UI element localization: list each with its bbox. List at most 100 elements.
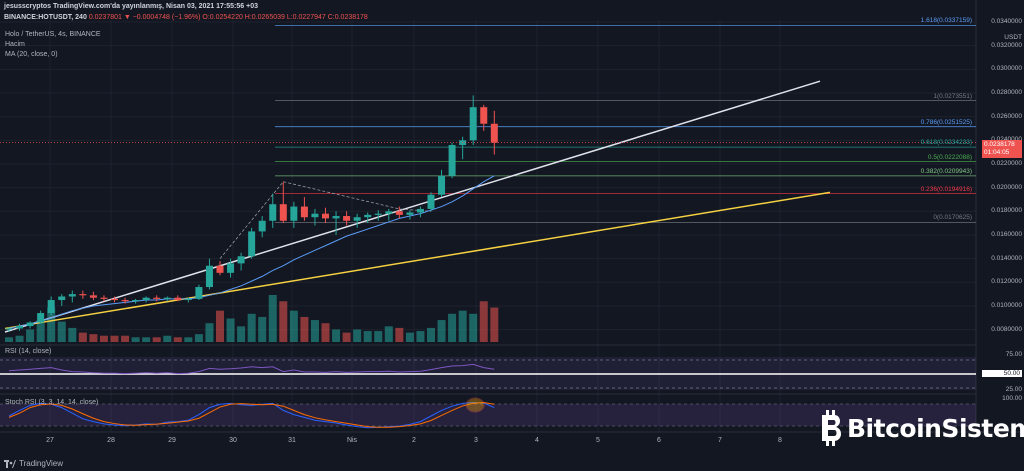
volume-bar <box>384 326 393 342</box>
candle-body <box>480 107 488 124</box>
candle-body <box>163 297 171 299</box>
candle-body <box>427 194 435 209</box>
ohlc-values: 0.0237801 ▼ −0.0004748 (−1.96%) O:0.0254… <box>88 14 368 21</box>
current-price-badge: 0.0238178 01:04:05 <box>982 140 1022 158</box>
volume-bar <box>194 334 203 342</box>
time-tick-label: 29 <box>168 437 176 444</box>
stoch-rsi-label[interactable]: Stoch RSI (3, 3, 14, 14, close) <box>5 399 99 406</box>
volume-bar <box>427 327 435 342</box>
time-tick-label: 27 <box>46 437 54 444</box>
rsi-level-25: 25.00 <box>1005 386 1022 393</box>
candle-body <box>153 297 161 299</box>
candle-body <box>469 107 477 141</box>
time-tick-label: 8 <box>778 437 782 444</box>
price-tick-label: 0.0280000 <box>991 88 1022 96</box>
candle-body <box>26 322 34 327</box>
rsi-level-75: 75.00 <box>1005 351 1022 358</box>
volume-bar <box>247 313 256 342</box>
bitcoin-b-icon <box>822 410 841 446</box>
price-tick-label: 0.0080000 <box>991 325 1022 333</box>
current-price: 0.0238178 <box>984 141 1015 148</box>
volume-bar <box>332 329 341 342</box>
candle-body <box>448 145 456 176</box>
price-tick-label: 0.0240000 <box>972 136 1022 143</box>
rsi-label[interactable]: RSI (14, close) <box>5 348 52 355</box>
time-tick-label: 30 <box>229 437 237 444</box>
volume-bar <box>173 337 182 342</box>
volume-bar <box>5 337 13 342</box>
volume-bar <box>258 316 267 342</box>
volume-bar <box>26 329 35 342</box>
candle-body <box>374 213 382 215</box>
time-tick-label: 5 <box>596 437 600 444</box>
volume-bar <box>15 335 24 342</box>
time-tick-label: 6 <box>657 437 661 444</box>
candle-body <box>237 256 245 264</box>
price-tick-label: 0.0100000 <box>991 301 1022 309</box>
candle-body <box>195 287 203 299</box>
price-tick-label: 0.0120000 <box>991 278 1022 286</box>
candle-body <box>16 326 24 329</box>
volume-bar <box>152 337 161 342</box>
volume-bar <box>131 337 140 342</box>
time-tick-label: 3 <box>474 437 478 444</box>
volume-bar <box>36 320 45 342</box>
fib-label: 0(0.0170625) <box>933 214 972 222</box>
candle-body <box>111 298 118 301</box>
candle-body <box>364 214 372 218</box>
time-tick-label: 28 <box>107 437 115 444</box>
candle-body <box>406 212 414 215</box>
volume-bar <box>310 320 319 342</box>
volume-bar <box>448 313 457 342</box>
volume-bar <box>342 332 351 342</box>
candle-body <box>121 300 129 302</box>
volume-bar <box>458 310 467 342</box>
fib-label: 0.5(0.0222088) <box>927 153 972 161</box>
volume-bar <box>405 332 414 342</box>
stoch-d-line <box>8 402 495 428</box>
volume-bar <box>437 320 446 342</box>
candle-body <box>79 294 87 296</box>
volume-bar <box>289 310 298 342</box>
candle-body <box>184 298 192 301</box>
candle-body <box>395 211 403 215</box>
price-tick-label: 0.0220000 <box>991 159 1022 167</box>
candle-body <box>205 265 213 288</box>
volume-bar <box>216 310 224 342</box>
candle-body <box>300 206 308 218</box>
time-tick-label: 4 <box>535 437 539 444</box>
bitcoinsistemi-watermark: BitcoinSistemi <box>820 410 1024 446</box>
symbol-ohlc-line: BINANCE:HOTUSDT, 240 0.0237801 ▼ −0.0004… <box>4 14 368 21</box>
volume-bar <box>57 321 66 342</box>
price-tick-label: 0.0140000 <box>991 254 1022 262</box>
volume-bar <box>353 329 362 342</box>
time-tick-label: 2 <box>412 437 416 444</box>
volume-bar <box>78 332 87 342</box>
volume-label[interactable]: Hacim <box>5 41 25 48</box>
fib-label: 1.618(0.0337159) <box>920 17 972 25</box>
fib-label: 0.236(0.0194916) <box>920 185 972 193</box>
candle-body <box>47 300 55 314</box>
volume-bar <box>110 335 119 342</box>
volume-bar <box>237 326 246 342</box>
white-trendline <box>4 80 821 333</box>
rsi-line <box>8 363 495 375</box>
volume-bar <box>300 316 309 342</box>
volume-bar <box>205 323 214 342</box>
candle-body <box>385 211 393 214</box>
candle-body <box>248 231 256 257</box>
candle-countdown: 01:04:05 <box>984 149 1010 156</box>
volume-bar <box>68 327 77 342</box>
candle-body <box>132 300 140 302</box>
fib-label: 0.382(0.0209943) <box>920 167 972 175</box>
ma-label[interactable]: MA (20, close, 0) <box>5 51 58 58</box>
candle-body <box>227 263 235 273</box>
volume-bar <box>89 334 98 342</box>
volume-bar <box>47 307 56 342</box>
tradingview-logo[interactable]: TradingView <box>4 459 63 468</box>
volume-bar <box>321 323 330 342</box>
price-tick-label: 0.0260000 <box>991 112 1022 120</box>
pair-title[interactable]: Holo / TetherUS, 4s, BINANCE <box>5 31 101 38</box>
fib-label: 1(0.0273551) <box>933 92 972 100</box>
